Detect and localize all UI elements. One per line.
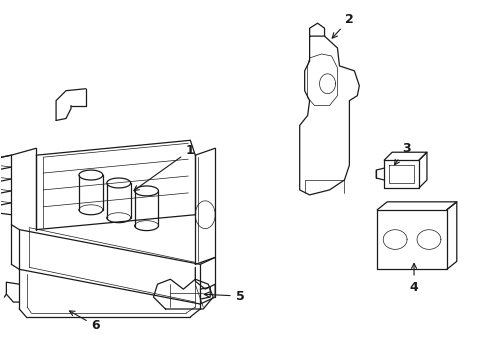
Text: 3: 3 [394, 142, 409, 165]
Text: 5: 5 [204, 289, 244, 303]
Text: 2: 2 [331, 13, 353, 38]
Text: 1: 1 [134, 144, 194, 190]
Text: 4: 4 [409, 264, 418, 294]
Text: 6: 6 [69, 311, 100, 332]
